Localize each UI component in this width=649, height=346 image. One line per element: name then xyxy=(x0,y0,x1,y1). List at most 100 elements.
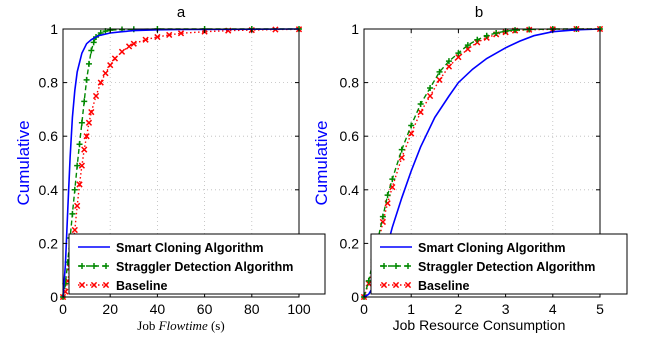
series-marker-a-1-8 xyxy=(78,119,85,126)
x-tick-label-b-0: 0 xyxy=(360,301,368,317)
y-tick-label-b-3: 0.6 xyxy=(340,128,360,144)
series-marker-b-1-4 xyxy=(379,213,386,220)
series-marker-b-1-12 xyxy=(445,58,452,65)
series-marker-b-1-13 xyxy=(455,50,462,57)
legend-keys-a xyxy=(78,246,110,289)
y-tick-label-b-0: 0 xyxy=(351,289,359,305)
x-axis-label-a-prefix: Job xyxy=(137,318,158,333)
series-line-a-0 xyxy=(62,28,300,298)
plot-frame-b xyxy=(363,28,601,298)
series-marker-b-2-9 xyxy=(417,108,424,116)
y-tick-label-a-5: 1 xyxy=(50,21,58,37)
x-tick-label-b-1: 1 xyxy=(407,301,415,317)
x-tick-label-a-1: 20 xyxy=(102,301,118,317)
series-marker-b-2-11 xyxy=(436,76,443,84)
series-marker-a-2-22 xyxy=(154,33,161,41)
series-marker-b-1-9 xyxy=(417,101,424,108)
legend-key-marker-b-2-2 xyxy=(404,281,412,289)
legend-label-a-straggler: Straggler Detection Algorithm xyxy=(116,260,293,274)
series-marker-a-1-5 xyxy=(71,186,78,193)
y-axis-label-a: Cumulative xyxy=(14,120,33,205)
legend-key-marker-a-1-1 xyxy=(91,263,97,269)
chart-panel-a: a Cumulative 0 20 40 60 80 10000.20.40.60.81 … xyxy=(14,4,326,333)
chart-panel-b: b Cumulative 0 1 2 3 4 5 0 0.2 0.4 0.6 0.8 1 Job Re… xyxy=(312,4,628,333)
legend-label-b-straggler: Straggler Detection Algorithm xyxy=(418,260,595,274)
series-marker-b-1-10 xyxy=(427,84,434,91)
x-tick-label-a-4: 80 xyxy=(244,301,260,317)
ticks-a: 0 20 40 60 80 100 0 0.2 0.4 0.6 0.8 1 xyxy=(39,21,311,317)
series-marker-b-2-10 xyxy=(426,92,434,100)
x-tick-label-b-5: 5 xyxy=(596,301,604,317)
series-marker-a-2-12 xyxy=(88,108,95,116)
series-marker-a-2-15 xyxy=(102,70,109,77)
y-tick-label-b-2: 0.4 xyxy=(340,182,360,198)
series-marker-a-1-7 xyxy=(76,141,83,148)
legend-key-marker-a-2-2 xyxy=(102,281,110,289)
x-tick-label-b-4: 4 xyxy=(549,301,557,317)
series-marker-b-1-16 xyxy=(483,32,490,39)
series-marker-b-1-15 xyxy=(474,36,481,43)
series-marker-a-1-10 xyxy=(83,76,90,83)
series-marker-a-2-23 xyxy=(166,31,173,39)
y-tick-label-b-1: 0.2 xyxy=(340,235,360,251)
x-axis-label-b: Job Resource Consumption xyxy=(393,317,566,333)
legend-b: Smart Cloning Algorithm Straggler Detect… xyxy=(370,233,628,295)
series-marker-a-1-12 xyxy=(88,47,95,54)
legend-key-marker-b-2-0 xyxy=(380,281,388,289)
plot-frame-a xyxy=(62,28,300,298)
legend-keys-b xyxy=(380,246,412,289)
series-marker-a-2-20 xyxy=(130,40,137,47)
series-marker-a-2-19 xyxy=(125,43,133,50)
y-tick-label-a-3: 0.6 xyxy=(39,128,59,144)
y-tick-label-a-0: 0 xyxy=(50,289,58,305)
series-marker-a-2-13 xyxy=(92,92,100,100)
legend-key-marker-b-1-1 xyxy=(393,263,399,269)
y-tick-label-a-4: 0.8 xyxy=(39,75,59,91)
series-marker-b-1-17 xyxy=(493,30,500,37)
series-marker-a-2-7 xyxy=(76,181,83,188)
legend-label-a-smart: Smart Cloning Algorithm xyxy=(116,241,263,255)
x-tick-label-b-3: 3 xyxy=(502,301,510,317)
series-marker-a-1-13 xyxy=(90,39,97,46)
legend-label-a-baseline: Baseline xyxy=(116,279,167,293)
series-marker-b-1-19 xyxy=(512,27,519,34)
series-marker-a-2-10 xyxy=(83,133,90,140)
legend-label-b-smart: Smart Cloning Algorithm xyxy=(418,241,565,255)
series-marker-b-1-7 xyxy=(398,146,405,153)
y-tick-label-b-5: 1 xyxy=(351,21,359,37)
series-marker-b-1-14 xyxy=(464,42,471,49)
y-tick-label-a-1: 0.2 xyxy=(39,235,59,251)
x-tick-label-b-2: 2 xyxy=(455,301,463,317)
series-marker-a-2-8 xyxy=(78,162,86,169)
series-marker-a-2-14 xyxy=(97,79,104,86)
series-marker-a-2-5 xyxy=(71,226,78,234)
series-marker-a-2-9 xyxy=(81,146,88,153)
x-tick-label-a-2: 40 xyxy=(150,301,166,317)
legend-key-marker-b-1-0 xyxy=(381,263,387,269)
series-marker-b-1-8 xyxy=(408,122,415,129)
y-axis-label-b: Cumulative xyxy=(312,120,331,205)
x-tick-label-a-5: 100 xyxy=(287,301,311,317)
x-tick-label-a-3: 60 xyxy=(197,301,213,317)
series-marker-a-1-6 xyxy=(74,162,81,169)
series-marker-b-1-20 xyxy=(526,26,533,33)
series-marker-b-2-12 xyxy=(445,63,453,70)
x-tick-label-a-0: 0 xyxy=(59,301,67,317)
series-marker-b-1-6 xyxy=(389,176,396,183)
legend-a: Smart Cloning Algorithm Straggler Detect… xyxy=(68,233,326,295)
series-marker-b-1-11 xyxy=(436,68,443,75)
series-marker-a-2-6 xyxy=(74,202,81,210)
legend-key-marker-a-2-0 xyxy=(78,281,86,289)
legend-box-b xyxy=(370,233,628,295)
series-marker-a-2-21 xyxy=(142,36,149,43)
legend-key-marker-b-1-2 xyxy=(405,263,411,269)
series-marker-a-1-9 xyxy=(81,98,88,105)
y-tick-label-b-4: 0.8 xyxy=(340,75,360,91)
series-marker-a-2-24 xyxy=(177,30,185,37)
legend-box-a xyxy=(68,233,326,295)
series-marker-a-2-17 xyxy=(111,55,119,62)
legend-key-marker-b-2-1 xyxy=(392,281,400,289)
x-axis-label-a: Job Flowtime (s) xyxy=(137,318,224,333)
legend-key-marker-a-2-1 xyxy=(90,281,98,289)
